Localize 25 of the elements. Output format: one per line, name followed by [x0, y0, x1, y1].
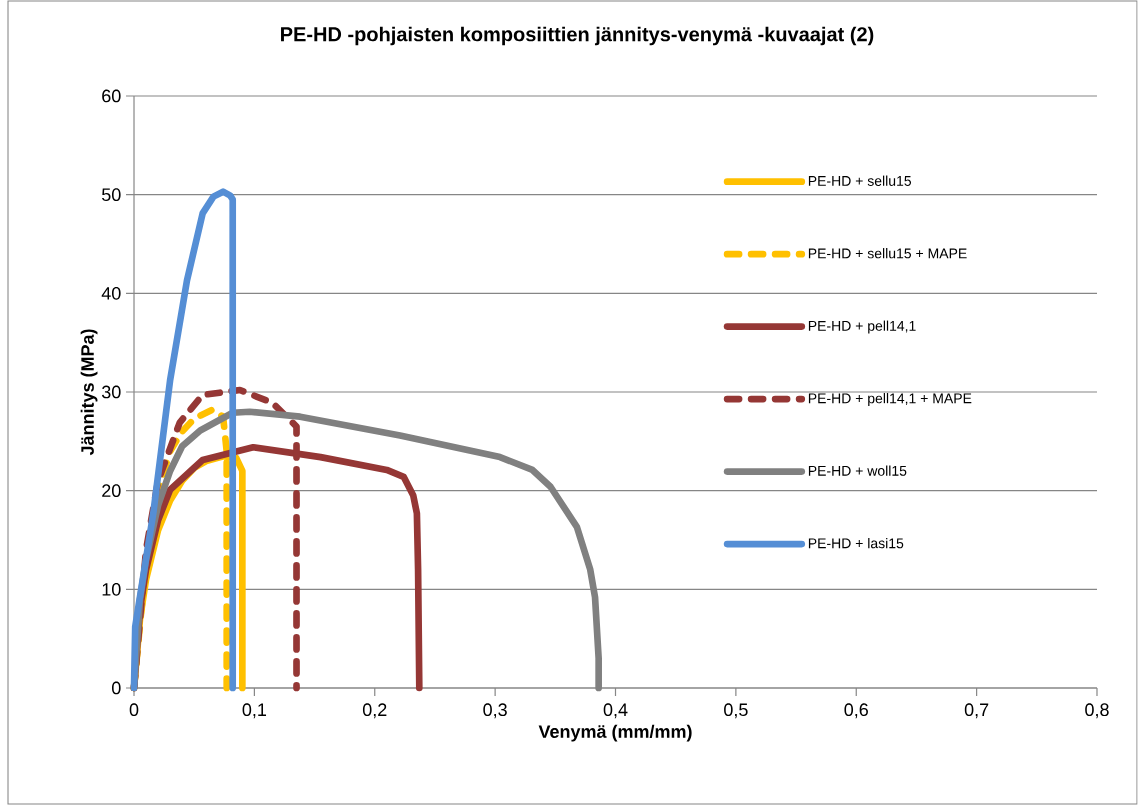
x-tick-label: 0,8	[1085, 703, 1109, 719]
text: PE-HD + sellu15 + MAPE	[808, 248, 967, 259]
text: PE-HD + lasi15	[808, 537, 904, 549]
x-tick-label: 0,7	[964, 703, 989, 719]
y-tick-label: 60	[102, 89, 121, 103]
text: PE-HD + woll15	[808, 465, 907, 476]
x-tick-label: 0,6	[844, 703, 868, 719]
y-tick-label: 50	[101, 188, 121, 202]
x-tick-label: 0,3	[483, 703, 507, 719]
chart-title: PE-HD -pohjaisten komposiittien jännitys-venymä -kuvaajat (2)	[281, 26, 874, 46]
y-tick-label: 10	[102, 582, 121, 596]
x-tick-label: 0,4	[603, 703, 628, 719]
y-tick-label: 40	[101, 286, 121, 300]
x-tick-label: 0,1	[242, 703, 267, 719]
y-axis-title: Jännitys (MPa)	[80, 329, 98, 456]
x-tick-label: 0,5	[724, 703, 748, 719]
text: PE-HD + pell14,1	[808, 320, 916, 334]
y-tick-label: 30	[101, 385, 121, 399]
x-tick-label: 0	[129, 703, 139, 717]
text: PE-HD + sellu15	[808, 175, 912, 186]
x-tick-label: 0,2	[362, 703, 387, 719]
x-axis-title: Venymä (mm/mm)	[538, 724, 692, 742]
y-tick-label: 20	[102, 484, 121, 498]
text: PE-HD + pell14,1 + MAPE	[808, 393, 972, 407]
y-tick-label: 0	[112, 681, 121, 695]
